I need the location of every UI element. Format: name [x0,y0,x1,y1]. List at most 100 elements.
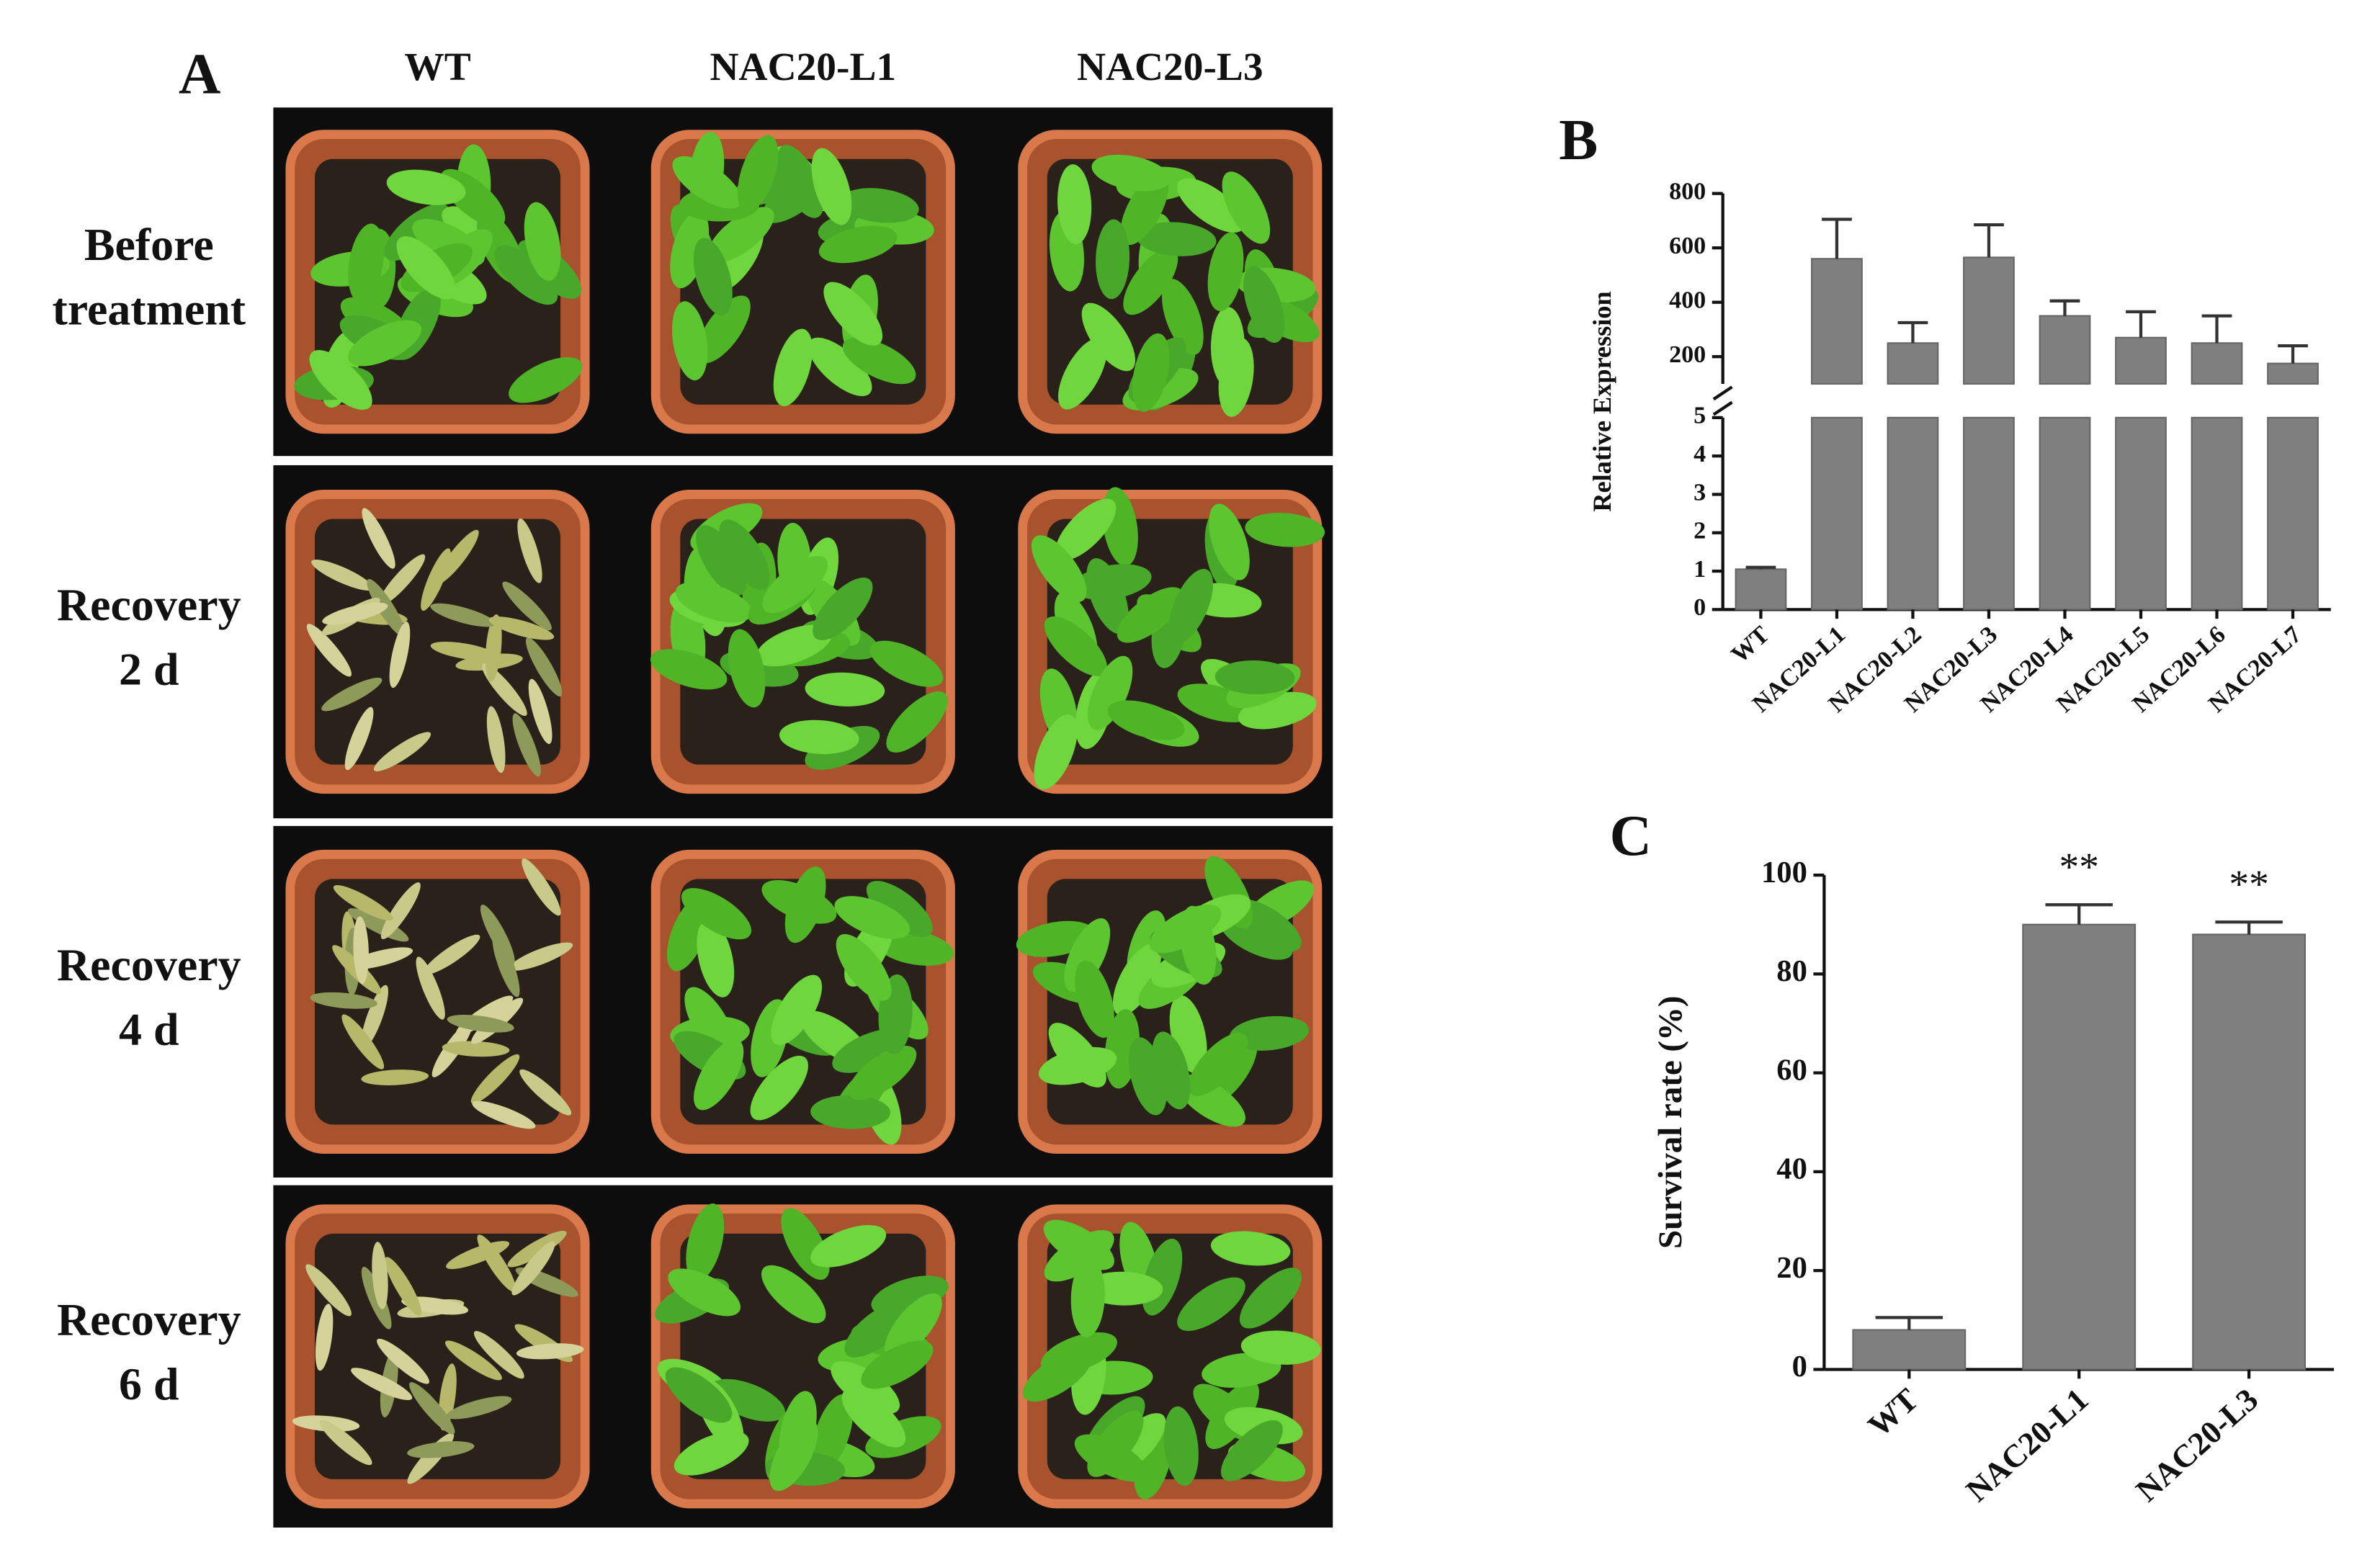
leaf [675,581,753,623]
y-axis-label: Survival rate (%) [1652,996,1689,1250]
leaf [1240,1330,1321,1365]
leaf [1055,498,1117,561]
soil [314,519,561,765]
leaf [672,156,742,209]
leaf [696,295,751,364]
leaf [1075,960,1114,1038]
leaf [756,624,832,667]
bar [2115,416,2167,611]
bar [1887,416,1939,611]
leaf [1202,1353,1281,1388]
bar [1887,342,1939,385]
y-tick-label: 4 [1694,441,1706,467]
leaf [813,577,873,640]
leaf [1210,307,1245,387]
leaf [810,1225,887,1268]
leaf [823,282,883,346]
error-bar [2045,903,2113,925]
bar [2192,933,2307,1371]
leaf [522,858,561,916]
y-tick-label: 40 [1776,1152,1807,1186]
leaf [348,223,384,303]
leaf [321,677,382,712]
error-bar [1875,1316,1943,1330]
leaf [385,1257,421,1317]
bar [1811,258,1863,385]
leaf [869,640,944,687]
leaf [1057,338,1107,410]
leaf [309,350,372,410]
leaf [473,1331,524,1379]
leaf [1210,1231,1291,1266]
leaf [1091,154,1171,192]
leaf [486,706,506,773]
error-bar [2201,314,2232,344]
bar [2022,923,2137,1371]
leaf [1163,1406,1199,1486]
y-tick-label: 600 [1669,233,1706,259]
leaf [348,908,409,942]
axis-break [1712,400,1733,416]
leaf [344,707,374,771]
leaf [665,1367,733,1423]
error-bar [1822,218,1852,259]
leaf [447,1015,514,1033]
leaf [480,905,515,965]
leaf [844,1301,911,1358]
leaf [696,525,746,596]
leaf [1117,587,1184,643]
leaf [416,956,445,1020]
y-tick-label: 0 [1792,1350,1807,1384]
leaf [836,933,892,1001]
leaf [1220,1420,1283,1481]
leaf [430,641,498,661]
bar [2039,315,2091,385]
leaf [1087,1411,1144,1477]
y-tick-label: 0 [1694,594,1706,621]
leaf [446,1241,510,1270]
leaf [650,649,728,690]
leaf [1177,1277,1245,1331]
leaf [808,337,872,397]
significance-label: ** [2229,862,2268,906]
leaf [509,942,573,971]
leaf [771,974,823,1046]
leaf [719,519,770,591]
panel-label: B [1559,107,1598,172]
error-bar [1974,223,2004,258]
leaf [866,881,933,937]
row-label: Recovery [57,939,241,990]
leaf [311,560,374,591]
y-tick-label: 800 [1669,178,1706,205]
x-tick-label: WT [1861,1381,1925,1444]
leaf [353,916,369,985]
row-label: Recovery [57,1293,241,1345]
row-label: Before [84,219,214,270]
leaf [1162,279,1204,355]
leaf [1096,219,1130,300]
leaf [1209,503,1250,580]
column-header: WT [404,45,470,89]
error-bar [2126,310,2156,338]
leaf [1176,178,1245,233]
leaf [341,1014,385,1070]
leaf [333,885,393,921]
column-header: NAC20-L1 [710,45,897,89]
y-axis-label: Relative Expression [1588,291,1616,511]
leaf [386,169,466,205]
leaf [377,1338,430,1384]
leaf [1229,1015,1310,1051]
leaf [423,934,480,975]
leaf [373,732,431,772]
leaf [779,719,859,754]
leaf [761,880,837,924]
y-tick-label: 3 [1694,479,1706,506]
leaf [693,238,733,316]
row-label: treatment [52,284,246,335]
leaf [362,508,395,569]
leaf [511,1241,555,1296]
leaf [1112,943,1161,1016]
bar [2191,342,2243,385]
leaf [1081,302,1136,372]
